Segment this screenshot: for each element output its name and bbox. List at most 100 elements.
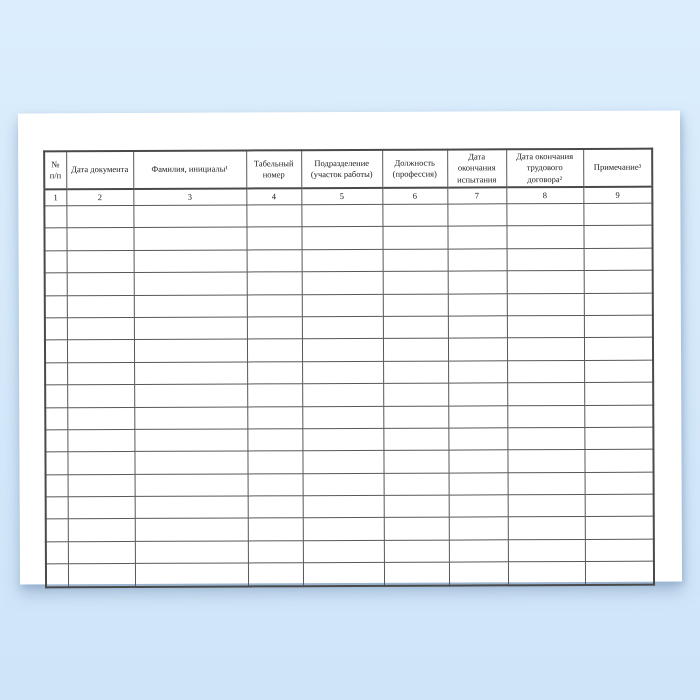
empty-cell (66, 250, 134, 273)
empty-data-row (45, 404, 654, 430)
table-header-row: № п/п Дата документа Фамилия, инициалы¹ … (44, 148, 653, 190)
empty-cell (301, 204, 383, 228)
empty-cell (133, 294, 247, 318)
empty-cell (134, 518, 248, 542)
empty-cell (45, 541, 68, 565)
empty-cell (134, 496, 248, 519)
empty-data-row (45, 494, 654, 520)
empty-cell (301, 271, 383, 295)
empty-cell (133, 272, 247, 296)
column-header-doc-date: Дата документа (66, 150, 134, 190)
empty-cell (45, 407, 68, 430)
empty-cell (134, 473, 248, 497)
empty-data-row (44, 315, 653, 341)
table-body (44, 203, 655, 587)
empty-cell (66, 227, 134, 251)
empty-cell (247, 495, 303, 519)
empty-cell (246, 339, 303, 362)
empty-cell (67, 451, 135, 475)
empty-cell (67, 518, 135, 542)
empty-cell (382, 248, 448, 272)
empty-cell (507, 494, 585, 518)
empty-cell (247, 451, 303, 474)
empty-cell (67, 406, 135, 430)
empty-data-row (45, 359, 654, 385)
empty-cell (382, 316, 448, 339)
column-header-department: Подразделение (участок работы) (301, 149, 383, 189)
empty-cell (447, 226, 507, 249)
empty-cell (302, 562, 385, 586)
empty-cell (44, 317, 67, 341)
column-number: 2 (66, 188, 134, 206)
empty-cell (246, 271, 302, 295)
empty-cell (247, 428, 303, 452)
empty-cell (44, 272, 67, 296)
empty-cell (66, 205, 134, 229)
empty-cell (44, 228, 67, 251)
column-header-personnel-number: Табельный номер (246, 150, 302, 189)
empty-cell (134, 563, 249, 587)
empty-cell (507, 561, 586, 585)
empty-cell (584, 516, 654, 540)
empty-cell (506, 315, 584, 339)
empty-cell (134, 428, 248, 452)
empty-cell (583, 337, 654, 361)
empty-cell (67, 541, 135, 564)
empty-cell (507, 516, 585, 540)
empty-cell (506, 248, 584, 271)
empty-cell (448, 450, 508, 473)
empty-cell (448, 405, 508, 428)
empty-cell (66, 339, 135, 363)
empty-cell (448, 382, 508, 406)
empty-data-row (44, 337, 654, 363)
empty-cell (383, 383, 449, 406)
empty-cell (584, 449, 654, 473)
column-number: 9 (583, 186, 653, 204)
empty-cell (67, 429, 135, 453)
empty-cell (584, 494, 654, 517)
empty-cell (302, 405, 384, 429)
empty-data-row (45, 427, 654, 453)
empty-cell (133, 204, 247, 228)
empty-cell (583, 292, 653, 316)
empty-data-row (45, 382, 654, 408)
registration-table: № п/п Дата документа Фамилия, инициалы¹ … (43, 147, 656, 588)
empty-cell (383, 562, 450, 586)
empty-cell (66, 272, 134, 296)
empty-cell (507, 539, 585, 563)
empty-cell (507, 449, 585, 473)
empty-cell (302, 383, 384, 407)
empty-cell (133, 227, 247, 251)
empty-cell (45, 563, 69, 587)
empty-cell (45, 496, 68, 520)
column-number: 6 (382, 187, 448, 205)
empty-cell (507, 404, 585, 428)
empty-data-row (45, 539, 654, 565)
empty-cell (383, 360, 449, 384)
empty-cell (382, 293, 448, 317)
empty-data-row (45, 561, 655, 587)
empty-cell (134, 361, 248, 385)
empty-cell (301, 249, 383, 272)
empty-cell (302, 428, 384, 452)
empty-cell (584, 471, 654, 495)
empty-cell (382, 271, 448, 294)
column-number: 1 (44, 189, 67, 206)
empty-cell (583, 203, 653, 226)
empty-cell (584, 539, 654, 562)
column-number: 4 (246, 188, 302, 205)
column-number: 5 (301, 187, 383, 205)
empty-cell (44, 340, 68, 363)
empty-cell (247, 473, 303, 497)
empty-cell (45, 474, 68, 497)
empty-data-row (45, 471, 654, 497)
empty-cell (584, 382, 654, 405)
empty-cell (507, 472, 585, 495)
empty-cell (583, 247, 653, 271)
empty-cell (448, 517, 508, 540)
empty-cell (383, 517, 449, 541)
empty-cell (383, 539, 449, 563)
empty-data-row (44, 270, 653, 296)
empty-data-row (44, 203, 653, 229)
empty-cell (383, 405, 449, 429)
